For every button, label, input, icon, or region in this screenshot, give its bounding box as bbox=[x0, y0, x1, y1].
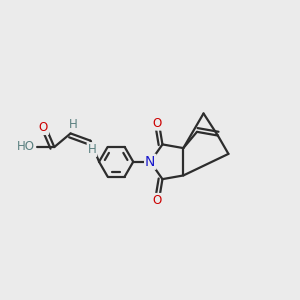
Text: HO: HO bbox=[17, 140, 35, 153]
Text: H: H bbox=[68, 118, 77, 131]
Text: O: O bbox=[152, 194, 162, 207]
Text: H: H bbox=[88, 143, 96, 156]
Text: N: N bbox=[145, 155, 155, 169]
Text: O: O bbox=[152, 117, 162, 130]
Text: O: O bbox=[39, 121, 48, 134]
